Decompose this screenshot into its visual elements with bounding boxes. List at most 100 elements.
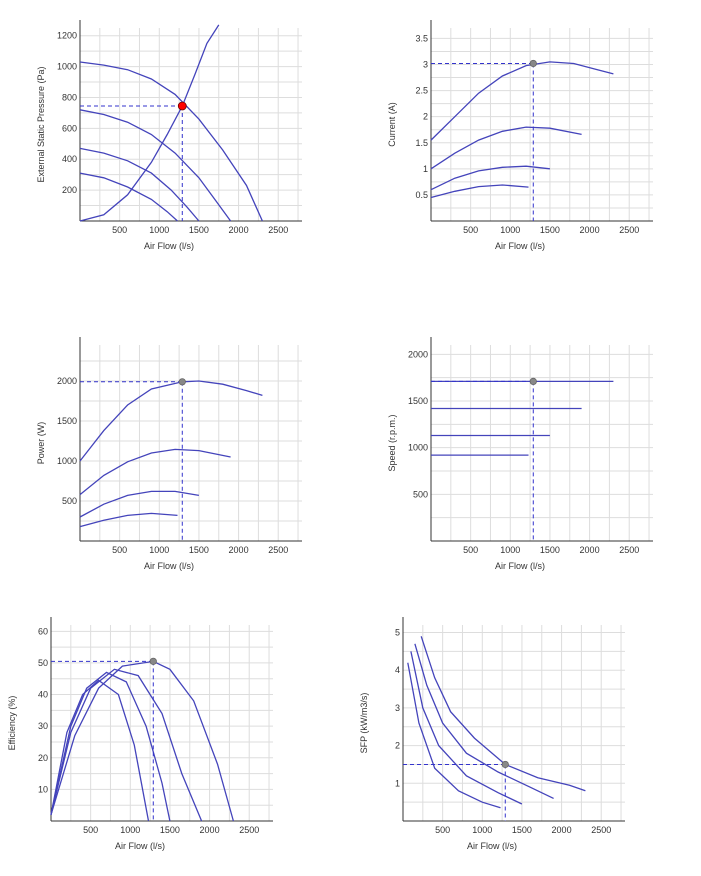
y-axis-title: External Static Pressure (Pa) xyxy=(36,66,46,182)
x-tick-label: 2000 xyxy=(580,225,600,235)
y-tick-label: 2 xyxy=(423,112,428,122)
x-tick-label: 2000 xyxy=(552,825,572,835)
x-tick-label: 2500 xyxy=(619,545,639,555)
gridlines xyxy=(80,345,302,541)
gridlines xyxy=(80,28,302,221)
y-tick-label: 1 xyxy=(423,164,428,174)
x-tick-label: 1500 xyxy=(540,545,560,555)
y-axis-title: Power (W) xyxy=(36,422,46,465)
y-tick-label: 50 xyxy=(38,658,48,668)
operating-point-marker[interactable] xyxy=(529,377,537,385)
series-line-3 xyxy=(430,165,550,191)
x-tick-label: 500 xyxy=(435,825,450,835)
x-axis-title: Air Flow (l/s) xyxy=(144,241,194,251)
y-tick-label: 5 xyxy=(395,628,400,638)
series-line-5 xyxy=(79,24,220,222)
y-tick-label: 3 xyxy=(423,60,428,70)
x-tick-label: 1000 xyxy=(500,545,520,555)
operating-point-marker[interactable] xyxy=(149,657,157,665)
operating-point-marker[interactable] xyxy=(178,378,186,386)
series-line-2 xyxy=(79,109,232,222)
x-tick-label: 500 xyxy=(112,545,127,555)
y-tick-label: 3 xyxy=(395,703,400,713)
x-tick-label: 1000 xyxy=(500,225,520,235)
y-tick-label: 60 xyxy=(38,626,48,636)
y-axis-title: SFP (kW/m3/s) xyxy=(359,693,369,754)
chart-efficiency: 500 1000 1500 2000 2500 10 20 30 40 50 60 Air Flow … xyxy=(7,617,273,851)
x-axis-title: Air Flow (l/s) xyxy=(495,561,545,571)
y-tick-label: 1000 xyxy=(57,456,77,466)
chart-current: 500 1000 1500 2000 2500 0.5 1 1.5 2 2.5 3 3.5 Air Fl… xyxy=(387,20,653,251)
y-tick-label: 30 xyxy=(38,721,48,731)
x-axis-title: Air Flow (l/s) xyxy=(144,561,194,571)
x-tick-label: 1500 xyxy=(189,225,209,235)
x-tick-label: 1000 xyxy=(149,225,169,235)
y-tick-label: 10 xyxy=(38,784,48,794)
series-line-2 xyxy=(414,643,554,799)
x-tick-label: 500 xyxy=(83,825,98,835)
x-axis-title: Air Flow (l/s) xyxy=(467,841,517,851)
y-tick-label: 1500 xyxy=(408,396,428,406)
y-tick-label: 2 xyxy=(395,741,400,751)
x-tick-label: 500 xyxy=(463,225,478,235)
operating-point-marker[interactable] xyxy=(501,760,509,769)
y-tick-label: 2000 xyxy=(57,376,77,386)
x-tick-label: 1500 xyxy=(540,225,560,235)
x-tick-label: 1000 xyxy=(149,545,169,555)
x-tick-label: 2000 xyxy=(229,545,249,555)
series-line-1 xyxy=(50,660,235,822)
series-line-2 xyxy=(79,448,231,496)
chart-speed: 500 1000 1500 2000 2500 500 1000 1500 2000 Air Fl… xyxy=(387,337,653,571)
y-axis-title: Speed (r.p.m.) xyxy=(387,414,397,471)
gridlines xyxy=(403,625,625,821)
x-tick-label: 1500 xyxy=(512,825,532,835)
x-tick-label: 2500 xyxy=(591,825,611,835)
y-axis-title: Current (A) xyxy=(387,102,397,147)
series-line-3 xyxy=(79,490,200,518)
x-tick-label: 2500 xyxy=(268,225,288,235)
chart-sfp: 500 1000 1500 2000 2500 1 2 3 4 5 Air Flow (l/s) SF… xyxy=(359,617,625,851)
series-line-3 xyxy=(79,147,200,222)
y-tick-label: 200 xyxy=(62,185,77,195)
y-tick-label: 500 xyxy=(62,496,77,506)
y-axis-title: Efficiency (%) xyxy=(7,696,17,751)
series-line-4 xyxy=(79,172,178,222)
y-tick-label: 800 xyxy=(62,92,77,102)
series-line-1 xyxy=(79,61,263,222)
y-tick-label: 1.5 xyxy=(415,138,428,148)
y-tick-label: 2.5 xyxy=(415,86,428,96)
operating-point-marker[interactable] xyxy=(529,59,537,68)
x-tick-label: 1000 xyxy=(472,825,492,835)
y-tick-label: 1 xyxy=(395,778,400,788)
x-tick-label: 1000 xyxy=(120,825,140,835)
y-tick-label: 1500 xyxy=(57,416,77,426)
x-tick-label: 1500 xyxy=(160,825,180,835)
y-tick-label: 1200 xyxy=(57,31,77,41)
chart-pressure: 500 1000 1500 2000 2500 200 400 600 800 1000 1200 A… xyxy=(36,20,302,251)
series-line-4 xyxy=(430,184,529,199)
chart-power: 500 1000 1500 2000 2500 500 1000 1500 2000 Air Fl… xyxy=(36,337,302,571)
series-line-1 xyxy=(420,636,586,792)
x-tick-label: 500 xyxy=(463,545,478,555)
series-line-2 xyxy=(50,668,203,822)
x-tick-label: 500 xyxy=(112,225,127,235)
series-line-3 xyxy=(410,651,523,805)
gridlines xyxy=(431,28,653,221)
series-line-2 xyxy=(430,126,582,170)
operating-point-marker[interactable] xyxy=(177,101,187,111)
y-tick-label: 4 xyxy=(395,665,400,675)
y-tick-label: 3.5 xyxy=(415,33,428,43)
x-axis-title: Air Flow (l/s) xyxy=(495,241,545,251)
x-axis-title: Air Flow (l/s) xyxy=(115,841,165,851)
series-line-4 xyxy=(79,512,178,528)
y-tick-label: 2000 xyxy=(408,349,428,359)
y-tick-label: 600 xyxy=(62,123,77,133)
series-line-3 xyxy=(50,671,171,822)
x-tick-label: 2000 xyxy=(200,825,220,835)
y-tick-label: 0.5 xyxy=(415,190,428,200)
x-tick-label: 2000 xyxy=(229,225,249,235)
x-tick-label: 2500 xyxy=(619,225,639,235)
y-tick-label: 40 xyxy=(38,690,48,700)
y-tick-label: 20 xyxy=(38,753,48,763)
